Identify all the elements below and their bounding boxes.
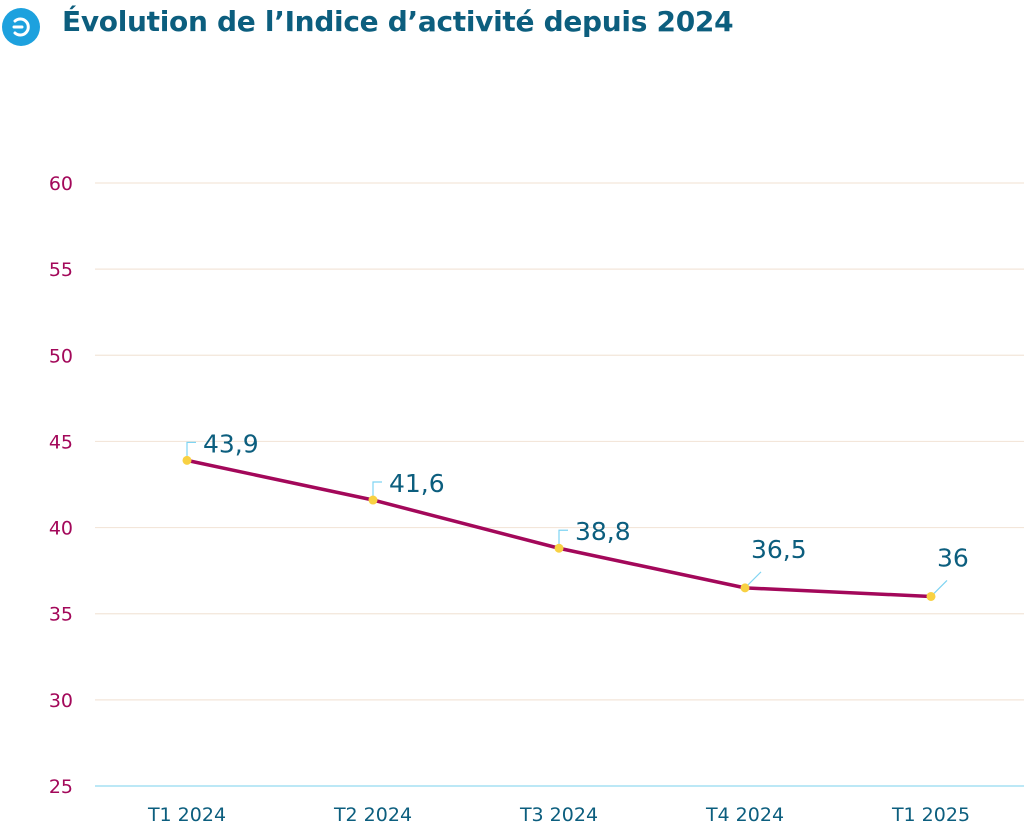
data-point	[554, 543, 564, 553]
label-leader	[186, 441, 196, 461]
header: Évolution de l’Indice d’activité depuis …	[0, 0, 1024, 52]
data-point	[926, 591, 936, 601]
y-tick-label: 35	[49, 604, 73, 626]
y-axis-ticks: 25 30 35 40 45 50 55 60	[49, 173, 73, 798]
data-point	[182, 455, 192, 465]
arrow-circle-icon	[2, 8, 40, 46]
y-tick-label: 25	[49, 776, 73, 798]
y-tick-label: 40	[49, 518, 73, 540]
y-tick-label: 50	[49, 345, 73, 367]
data-label: 36,5	[751, 535, 807, 564]
y-tick-label: 30	[49, 690, 73, 712]
x-tick-label: T1 2025	[891, 804, 970, 826]
label-leader	[558, 529, 568, 549]
x-tick-label: T3 2024	[519, 804, 598, 826]
label-leader	[372, 481, 382, 501]
data-labels: 43,9 41,6 38,8 36,5 36	[203, 429, 969, 572]
data-label: 41,6	[389, 469, 445, 498]
series-line	[185, 458, 933, 599]
data-label: 43,9	[203, 429, 259, 458]
data-point	[740, 583, 750, 593]
data-label: 38,8	[575, 517, 631, 546]
x-tick-label: T1 2024	[147, 804, 226, 826]
chart-title: Évolution de l’Indice d’activité depuis …	[62, 5, 734, 38]
series-markers	[182, 455, 936, 601]
y-tick-label: 60	[49, 173, 73, 195]
series-line-path	[185, 458, 933, 599]
grid-lines	[95, 182, 1024, 787]
data-point	[368, 495, 378, 505]
x-axis-ticks: T1 2024 T2 2024 T3 2024 T4 2024 T1 2025	[147, 804, 970, 826]
label-leaders	[186, 441, 948, 597]
data-label: 36	[937, 543, 969, 572]
x-tick-label: T4 2024	[705, 804, 784, 826]
y-tick-label: 55	[49, 259, 73, 281]
y-tick-label: 45	[49, 431, 73, 453]
x-tick-label: T2 2024	[333, 804, 412, 826]
